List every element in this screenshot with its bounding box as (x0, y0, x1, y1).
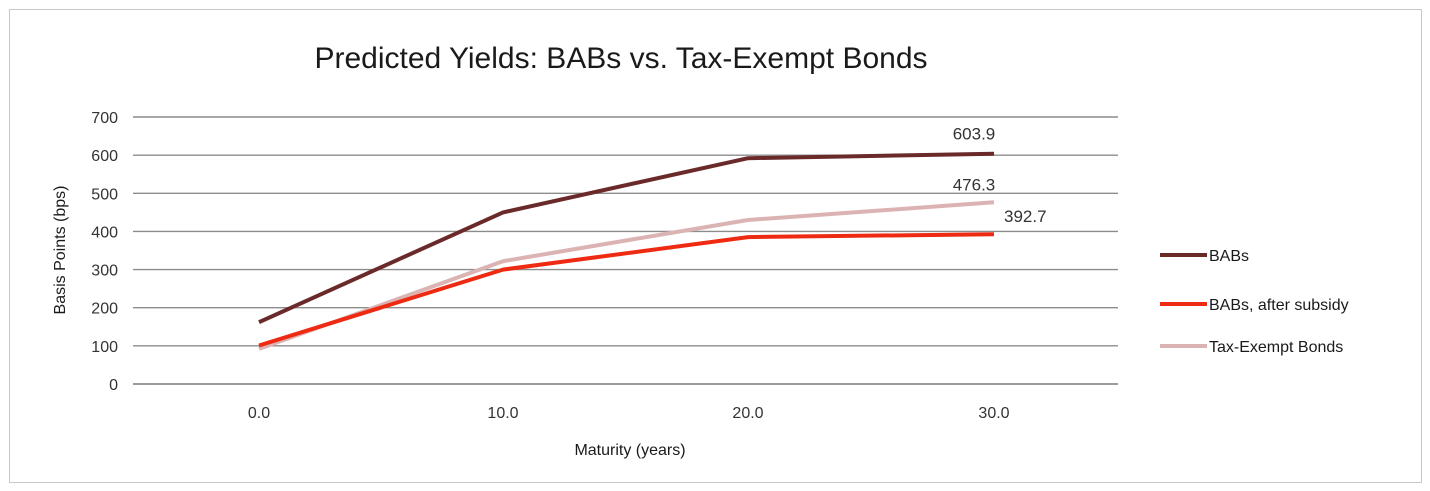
series-lines (258, 151, 995, 351)
gridlines (133, 116, 1118, 385)
x-axis-title: Maturity (years) (574, 442, 685, 459)
series-line-babs-after-subsidy (258, 232, 995, 348)
legend-label: BABs, after subsidy (1209, 297, 1349, 314)
y-tick-label: 0 (109, 377, 118, 394)
x-tick-label: 30.0 (978, 405, 1009, 422)
data-label: 476.3 (953, 175, 996, 194)
data-label: 392.7 (1004, 207, 1047, 226)
y-tick-label: 700 (91, 110, 118, 127)
data-labels: 603.9 392.7 476.3 (953, 125, 1047, 227)
x-axis-tick-labels: 0.0 10.0 20.0 30.0 (248, 405, 1010, 422)
y-axis-title: Basis Points (bps) (52, 186, 69, 315)
x-tick-label: 0.0 (248, 405, 270, 422)
line-chart: Predicted Yields: BABs vs. Tax-Exempt Bo… (52, 42, 1349, 459)
x-tick-label: 20.0 (732, 405, 763, 422)
y-tick-label: 200 (91, 301, 118, 318)
legend-item: Tax-Exempt Bonds (1160, 339, 1343, 356)
chart-title: Predicted Yields: BABs vs. Tax-Exempt Bo… (314, 42, 927, 75)
y-tick-label: 500 (91, 186, 118, 203)
y-tick-label: 600 (91, 148, 118, 165)
legend-label: BABs (1209, 248, 1249, 265)
y-axis-tick-labels: 0 100 200 300 400 500 600 700 (91, 110, 118, 394)
legend-item: BABs, after subsidy (1160, 297, 1349, 314)
legend-item: BABs (1160, 248, 1249, 265)
x-tick-label: 10.0 (487, 405, 518, 422)
legend: BABs BABs, after subsidy Tax-Exempt Bonds (1160, 248, 1349, 356)
legend-label: Tax-Exempt Bonds (1209, 339, 1343, 356)
data-label: 603.9 (953, 125, 996, 144)
series-line-babs (258, 151, 995, 325)
y-tick-label: 400 (91, 224, 118, 241)
y-tick-label: 300 (91, 263, 118, 280)
y-tick-label: 100 (91, 339, 118, 356)
chart-frame: Predicted Yields: BABs vs. Tax-Exempt Bo… (9, 9, 1422, 483)
series-line-tax-exempt-bonds (258, 200, 995, 351)
